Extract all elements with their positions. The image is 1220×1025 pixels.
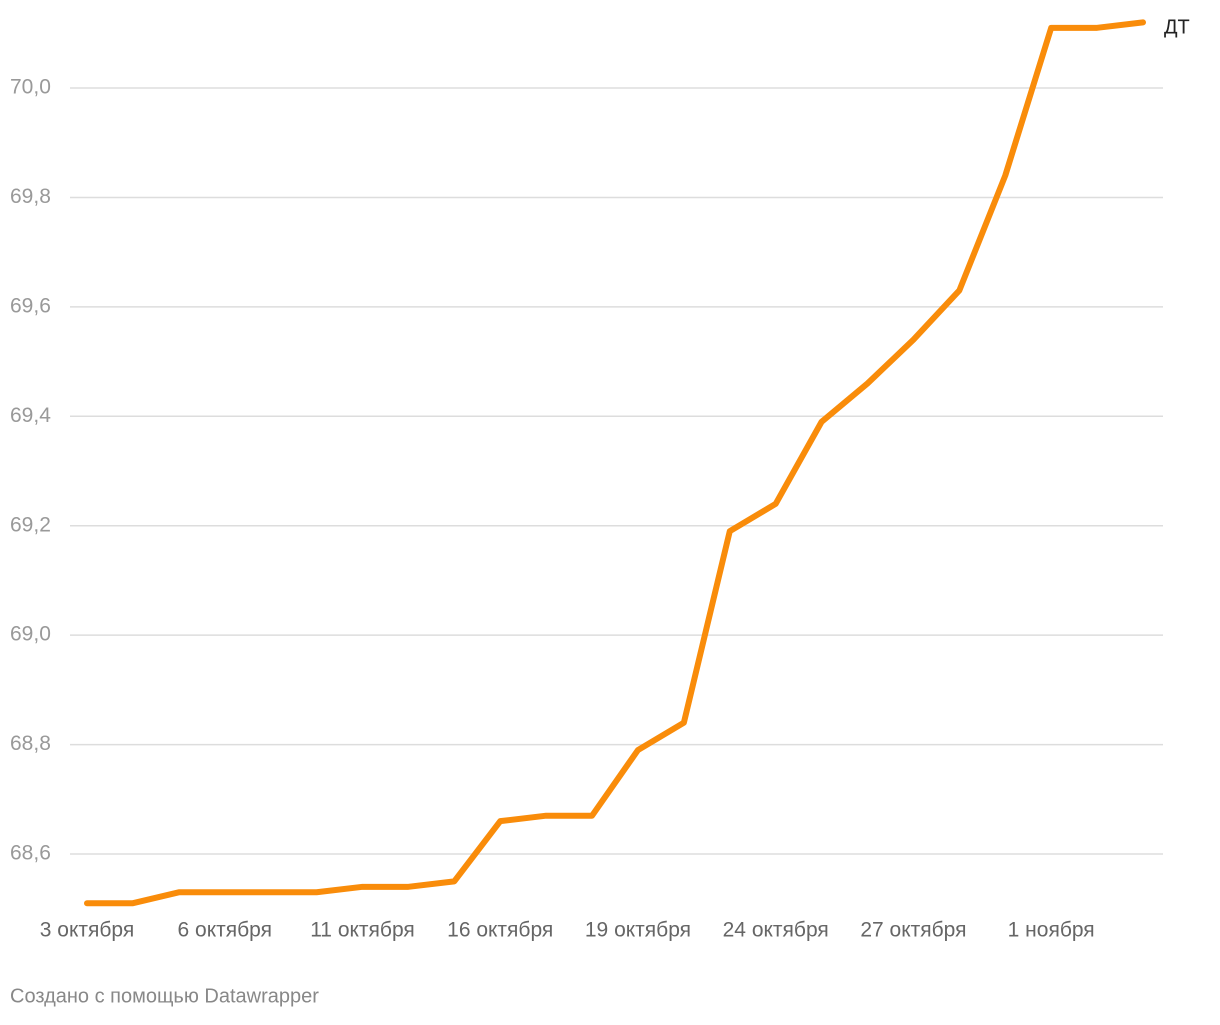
x-tick-label: 3 октября	[40, 919, 134, 942]
x-tick-label: 16 октября	[447, 919, 553, 942]
x-tick-label: 6 октября	[178, 919, 272, 942]
y-tick-label: 69,0	[10, 623, 51, 646]
y-tick-label: 68,6	[10, 842, 51, 865]
x-tick-label: 24 октября	[723, 919, 829, 942]
series-line	[84, 19, 1146, 907]
y-tick-label: 70,0	[10, 76, 51, 99]
x-tick-label: 11 октября	[310, 919, 415, 942]
y-tick-label: 68,8	[10, 732, 51, 755]
x-tick-label: 19 октября	[585, 919, 691, 942]
footer: Создано с помощью Datawrapper	[10, 985, 319, 1007]
y-tick-label: 69,8	[10, 185, 51, 208]
series-label: ДТ	[1164, 17, 1190, 39]
x-tick-label: 27 октября	[860, 919, 966, 942]
y-tick-label: 69,2	[10, 513, 51, 536]
y-tick-label: 69,6	[10, 294, 51, 317]
y-tick-label: 69,4	[10, 404, 51, 427]
x-tick-label: 1 ноября	[1008, 919, 1095, 942]
